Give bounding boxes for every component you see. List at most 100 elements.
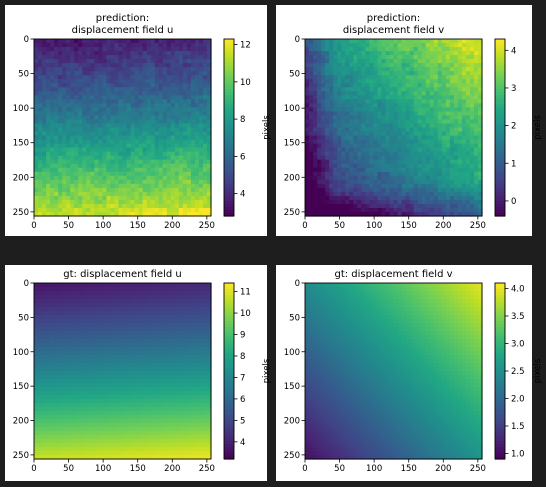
- heatmap-cell: [162, 363, 168, 368]
- heatmap-cell: [373, 59, 379, 64]
- heatmap-cell: [98, 83, 103, 88]
- heatmap-cell: [126, 55, 132, 60]
- heatmap-cell: [445, 179, 451, 185]
- heatmap-cell: [433, 143, 439, 149]
- heatmap-cell: [62, 171, 67, 177]
- heatmap-cell: [74, 187, 79, 193]
- heatmap-cell: [377, 115, 383, 121]
- heatmap-cell: [190, 135, 196, 141]
- heatmap-cell: [186, 63, 192, 68]
- heatmap-cell: [202, 43, 208, 48]
- heatmap-cell: [58, 347, 63, 352]
- heatmap-cell: [74, 47, 79, 52]
- heatmap-cell: [461, 51, 467, 56]
- heatmap-cell: [202, 355, 208, 360]
- heatmap-cell: [122, 115, 128, 121]
- heatmap-cell: [50, 99, 55, 104]
- heatmap-cell: [437, 207, 443, 213]
- heatmap-cell: [98, 323, 103, 328]
- heatmap-cell: [441, 99, 447, 104]
- heatmap-cell: [329, 183, 334, 189]
- heatmap-cell: [397, 159, 403, 165]
- heatmap-cell: [46, 67, 51, 72]
- heatmap-cell: [142, 103, 148, 108]
- heatmap-cell: [429, 179, 435, 185]
- heatmap-cell: [401, 115, 407, 121]
- heatmap-cell: [405, 143, 411, 149]
- heatmap-cell: [206, 211, 212, 217]
- heatmap-cell: [94, 135, 99, 141]
- heatmap-cell: [178, 139, 184, 145]
- heatmap-cell: [82, 127, 87, 133]
- heatmap-cell: [150, 151, 156, 157]
- heatmap-cell: [385, 179, 391, 185]
- heatmap-cell: [357, 55, 362, 60]
- heatmap-cell: [130, 295, 136, 300]
- heatmap-cell: [433, 159, 439, 165]
- heatmap-cell: [449, 179, 455, 185]
- heatmap-cell: [186, 291, 192, 296]
- heatmap-cell: [102, 175, 108, 181]
- heatmap-cell: [50, 135, 55, 141]
- heatmap-cell: [38, 295, 43, 300]
- heatmap-cell: [34, 155, 39, 161]
- heatmap-cell: [38, 59, 43, 64]
- heatmap-cell: [90, 107, 95, 113]
- heatmap-cell: [162, 163, 168, 169]
- heatmap-cell: [393, 59, 399, 64]
- heatmap-cell: [317, 207, 322, 213]
- heatmap-cell: [453, 179, 459, 185]
- heatmap-cell: [178, 115, 184, 121]
- heatmap-cell: [349, 51, 354, 56]
- heatmap-cell: [126, 343, 132, 348]
- heatmap-cell: [126, 115, 132, 121]
- heatmap-cell: [465, 155, 471, 161]
- heatmap-cell: [50, 335, 55, 340]
- heatmap-cell: [206, 155, 212, 161]
- heatmap-cell: [437, 127, 443, 133]
- heatmap-cell: [74, 343, 79, 348]
- heatmap-cell: [357, 191, 362, 197]
- heatmap-cell: [106, 147, 112, 153]
- heatmap-cell: [106, 363, 112, 368]
- heatmap-cell: [409, 59, 415, 64]
- heatmap-cell: [126, 99, 132, 104]
- heatmap-cell: [409, 91, 415, 96]
- heatmap-cell: [134, 207, 140, 213]
- heatmap-cell: [150, 207, 156, 213]
- heatmap-cell: [142, 331, 148, 336]
- heatmap-cell: [345, 59, 350, 64]
- heatmap-cell: [329, 51, 334, 56]
- heatmap-cell: [321, 95, 326, 100]
- heatmap-cell: [413, 79, 419, 84]
- heatmap-cell: [477, 183, 483, 189]
- heatmap-cell: [453, 75, 459, 80]
- heatmap-cell: [385, 123, 391, 129]
- heatmap-cell: [325, 43, 330, 48]
- heatmap-cell: [58, 127, 63, 133]
- heatmap-cell: [158, 135, 164, 141]
- heatmap-cell: [305, 187, 310, 193]
- heatmap-cell: [409, 163, 415, 169]
- heatmap-cell: [42, 63, 47, 68]
- heatmap-cell: [70, 311, 75, 316]
- heatmap-cell: [381, 71, 387, 76]
- heatmap-cell: [194, 51, 200, 56]
- heatmap-cell: [102, 155, 108, 161]
- heatmap-cell: [345, 175, 350, 181]
- heatmap-cell: [154, 167, 160, 173]
- heatmap-cell: [357, 151, 362, 157]
- heatmap-cell: [122, 339, 128, 344]
- heatmap-cell: [321, 191, 326, 197]
- heatmap-cell: [477, 95, 483, 100]
- colorbar-segment: [224, 168, 234, 173]
- heatmap-cell: [118, 363, 124, 368]
- heatmap-cell: [341, 115, 346, 121]
- heatmap-cell: [78, 67, 83, 72]
- heatmap-cell: [469, 119, 475, 125]
- heatmap-cell: [453, 175, 459, 181]
- heatmap-cell: [186, 151, 192, 157]
- heatmap-cell: [453, 99, 459, 104]
- heatmap-cell: [333, 139, 338, 145]
- heatmap-cell: [62, 351, 67, 356]
